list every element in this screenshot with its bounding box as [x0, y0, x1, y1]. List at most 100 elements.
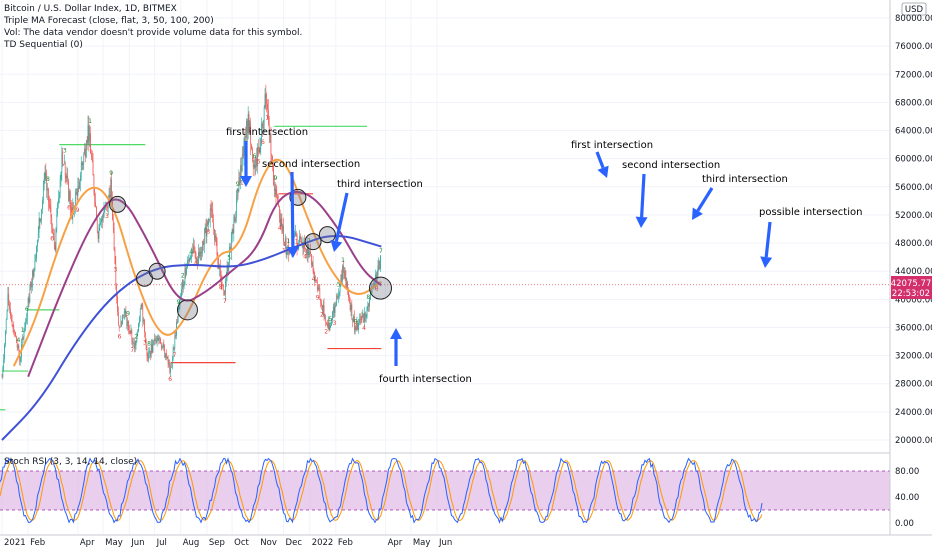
- candle-body: [180, 296, 182, 298]
- indicator-td-sequential[interactable]: TD Sequential (0): [3, 40, 83, 50]
- candle-body: [175, 335, 177, 337]
- candle-body: [197, 258, 198, 266]
- candle-body: [58, 193, 60, 199]
- td-count: 8: [206, 228, 210, 235]
- candle-body: [187, 260, 189, 261]
- candle-body: [166, 357, 168, 359]
- candle-body: [91, 153, 92, 157]
- stoch-axis[interactable]: 80.00 40.00 0.00: [895, 467, 919, 529]
- candle-body: [53, 232, 54, 238]
- candle-body: [251, 144, 252, 149]
- candle-body: [239, 177, 241, 183]
- candle-body: [100, 222, 101, 224]
- candle-body: [207, 221, 209, 225]
- candle-body: [144, 332, 146, 343]
- candle-body: [13, 326, 15, 333]
- arrow-third-intersection-1-shaft: [334, 192, 349, 242]
- candle-body: [318, 287, 320, 289]
- td-count: 1: [21, 327, 25, 334]
- td-count: 9: [76, 207, 80, 214]
- candle-body: [25, 321, 26, 329]
- candle-body: [236, 197, 237, 218]
- candle-body: [92, 160, 94, 176]
- candle-body: [203, 240, 204, 245]
- candle-body: [80, 162, 82, 176]
- candle-body: [352, 318, 354, 323]
- candle-body: [11, 319, 13, 325]
- candle-body: [108, 194, 110, 196]
- td-count: 7: [223, 298, 227, 305]
- candle-body: [219, 265, 221, 276]
- candle-body: [45, 172, 47, 177]
- candle-body: [38, 218, 40, 233]
- currency-box[interactable]: [901, 2, 927, 16]
- candle-body: [331, 319, 332, 326]
- candle-body: [132, 339, 134, 344]
- indicator-triple-ma[interactable]: Triple MA Forecast (close, flat, 3, 50, …: [3, 16, 214, 26]
- candle-body: [76, 191, 78, 196]
- candle-body: [10, 316, 12, 320]
- candle-body: [156, 340, 158, 343]
- price-tick-label: 24000.00: [895, 408, 932, 418]
- intersection-circle: [304, 233, 322, 251]
- candle-body: [233, 216, 235, 234]
- candle-body: [79, 181, 80, 189]
- candle-body: [210, 208, 212, 211]
- td-count: 4: [189, 248, 193, 255]
- candle-body: [308, 251, 310, 255]
- candle-body: [17, 345, 19, 348]
- candle-body: [262, 125, 264, 129]
- time-tick-label: Oct: [234, 538, 249, 548]
- candle-body: [323, 304, 325, 317]
- candle-body: [299, 236, 300, 243]
- candle-body: [302, 241, 304, 249]
- candle-body: [55, 229, 57, 251]
- price-axis[interactable]: 80000.00 76000.00 72000.00 68000.00 64000.00…: [895, 14, 932, 446]
- arrow-first-intersection-2-head: [597, 165, 609, 178]
- candle-body: [374, 282, 375, 286]
- td-count: 2: [324, 329, 328, 336]
- candle-body: [244, 136, 246, 140]
- td-count: 9: [354, 318, 358, 325]
- candle-body: [193, 245, 195, 253]
- indicator-vol[interactable]: Vol: The data vendor doesn't provide vol…: [4, 28, 302, 38]
- td-count: 6: [168, 376, 172, 383]
- td-count: 3: [63, 147, 67, 154]
- candle-body: [42, 185, 44, 201]
- candle-body: [64, 163, 65, 165]
- annotation-third-intersection-2: third intersection: [702, 174, 788, 185]
- candle-body: [95, 201, 96, 207]
- candle-body: [284, 241, 285, 246]
- candle-body: [63, 164, 64, 166]
- candle-body: [10, 308, 11, 317]
- candle-body: [171, 366, 172, 368]
- candle-body: [354, 327, 356, 332]
- stoch-rsi-title[interactable]: Stoch RSI (3, 3, 14, 14, close): [4, 457, 137, 467]
- candle-body: [203, 232, 205, 245]
- symbol-title[interactable]: Bitcoin / U.S. Dollar Index, 1D, BITMEX: [4, 4, 177, 14]
- candle-body: [351, 304, 353, 319]
- candle-body: [111, 179, 112, 199]
- td-count: 9: [236, 181, 240, 188]
- candle-body: [188, 260, 190, 261]
- candle-body: [37, 239, 38, 247]
- candle-body: [22, 338, 24, 340]
- last-price-tag[interactable]: 42075.77 22:53:02: [891, 276, 932, 299]
- candle-body: [189, 257, 191, 261]
- candle-body: [362, 314, 364, 316]
- time-axis[interactable]: 2021 Feb Apr May Jun Jul Aug Sep Oct Nov Dec 2022 Fe…: [4, 538, 452, 548]
- candle-body: [364, 312, 366, 318]
- td-count: 7: [172, 352, 176, 359]
- candle-body: [54, 245, 56, 251]
- candle-body: [300, 239, 302, 245]
- candle-body: [120, 321, 122, 327]
- candle-body: [285, 238, 287, 255]
- candle-body: [96, 206, 97, 220]
- price-tick-label: 48000.00: [895, 239, 932, 249]
- candle-body: [167, 357, 169, 364]
- candle-body: [49, 205, 51, 208]
- candle-body: [282, 225, 284, 232]
- candle-body: [311, 262, 313, 265]
- candle-body: [230, 238, 232, 253]
